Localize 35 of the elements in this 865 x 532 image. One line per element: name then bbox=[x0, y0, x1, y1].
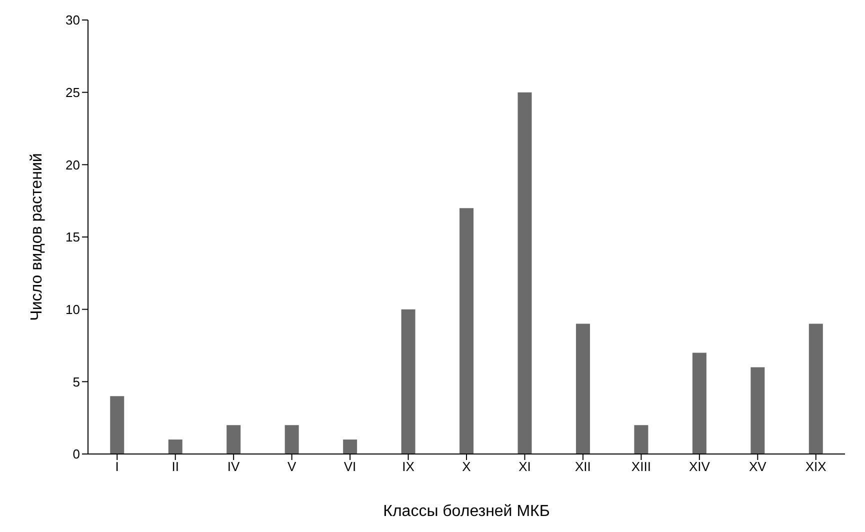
x-tick-label: X bbox=[462, 459, 472, 474]
y-tick-label: 20 bbox=[66, 157, 80, 172]
x-tick-label: I bbox=[115, 459, 119, 474]
x-tick-label: II bbox=[172, 459, 179, 474]
x-tick-label: VI bbox=[344, 459, 356, 474]
bar bbox=[110, 396, 124, 454]
x-axis-title: Классы болезней МКБ bbox=[383, 503, 550, 520]
x-tick-label: XV bbox=[748, 459, 767, 474]
bar bbox=[226, 425, 241, 454]
bar bbox=[284, 425, 299, 454]
x-tick-label: XIX bbox=[805, 459, 827, 474]
bar bbox=[634, 425, 648, 454]
x-tick-label: XIII bbox=[631, 459, 651, 474]
y-axis-title: Число видов растений bbox=[28, 153, 46, 321]
x-tick-label: XII bbox=[575, 459, 591, 474]
y-tick-label: 5 bbox=[72, 374, 80, 390]
y-tick-label: 30 bbox=[66, 12, 80, 28]
bar bbox=[750, 367, 765, 454]
x-tick-label: IV bbox=[227, 459, 240, 474]
y-tick-label: 25 bbox=[66, 84, 80, 100]
x-tick-label: V bbox=[287, 459, 296, 474]
bar bbox=[576, 324, 590, 454]
x-tick-label: XI bbox=[518, 459, 531, 474]
y-tick-label: 0 bbox=[72, 446, 80, 462]
x-tick-label: IX bbox=[402, 459, 415, 474]
bar bbox=[401, 309, 416, 454]
y-tick-label: 15 bbox=[66, 230, 80, 245]
bar bbox=[168, 440, 182, 454]
bar bbox=[343, 440, 358, 454]
y-tick-label: 10 bbox=[66, 302, 80, 317]
bar bbox=[460, 208, 474, 454]
x-tick-label: XIV bbox=[688, 459, 710, 474]
bar bbox=[692, 352, 706, 454]
bar bbox=[808, 324, 823, 454]
bar bbox=[518, 92, 532, 454]
